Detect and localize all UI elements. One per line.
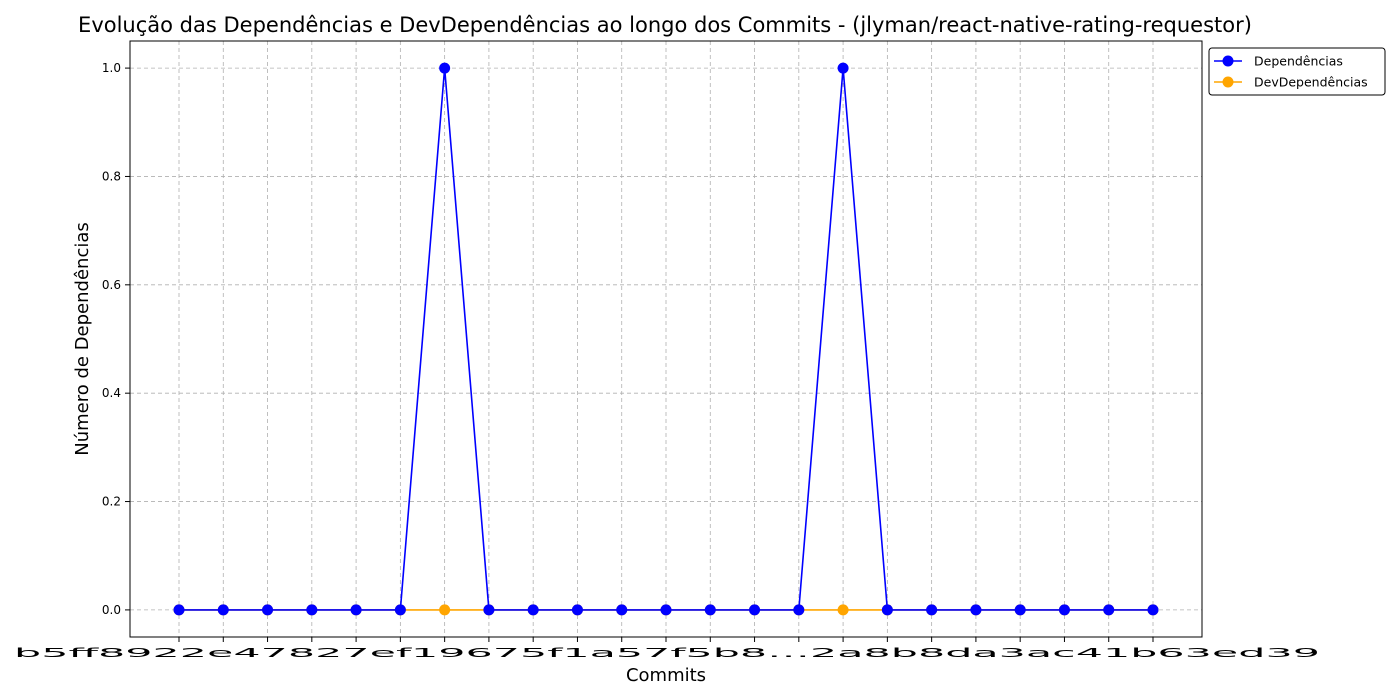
y-tick-label: 0.4	[102, 386, 121, 400]
data-point	[616, 604, 628, 616]
data-point	[837, 604, 849, 616]
data-point	[571, 604, 583, 616]
legend: Dependências DevDependências	[1208, 47, 1386, 96]
data-point	[704, 604, 716, 616]
data-point	[527, 604, 539, 616]
y-tick-label: 0.8	[102, 169, 121, 183]
x-tick-labels: b5ff8922e47827ef19675f1a57f5b8…2a8b8da3a…	[14, 646, 1320, 660]
data-point	[837, 62, 849, 74]
data-point	[394, 604, 406, 616]
y-axis-label: Número de Dependências	[72, 222, 93, 456]
data-point	[970, 604, 982, 616]
legend-marker	[1222, 76, 1234, 88]
chart-title: Evolução das Dependências e DevDependênc…	[78, 13, 1252, 37]
data-point	[1014, 604, 1026, 616]
y-tick-label: 1.0	[102, 61, 121, 75]
data-point	[350, 604, 362, 616]
data-point	[881, 604, 893, 616]
grid	[130, 41, 1202, 637]
y-tick-label: 0.2	[102, 495, 121, 509]
y-tick-label: 0.0	[102, 603, 121, 617]
legend-marker	[1222, 55, 1234, 67]
data-point	[262, 604, 274, 616]
series-layer	[173, 62, 1159, 616]
data-point	[1058, 604, 1070, 616]
data-point	[749, 604, 761, 616]
x-axis-label: Commits	[626, 665, 706, 686]
data-point	[660, 604, 672, 616]
data-point	[1147, 604, 1159, 616]
legend-label: DevDependências	[1254, 75, 1368, 90]
data-point	[439, 604, 451, 616]
legend-label: Dependências	[1254, 54, 1343, 69]
data-point	[926, 604, 938, 616]
data-point	[306, 604, 318, 616]
data-point	[217, 604, 229, 616]
legend-frame	[1208, 47, 1386, 96]
data-point	[173, 604, 185, 616]
y-tick-label: 0.6	[102, 278, 121, 292]
axis-ticks: 0.0 0.2 0.4 0.6 0.8 1.0 b5ff8922e47827ef19675f…	[14, 61, 1320, 660]
data-point	[483, 604, 495, 616]
data-point	[1103, 604, 1115, 616]
data-point	[439, 62, 451, 74]
data-point	[793, 604, 805, 616]
